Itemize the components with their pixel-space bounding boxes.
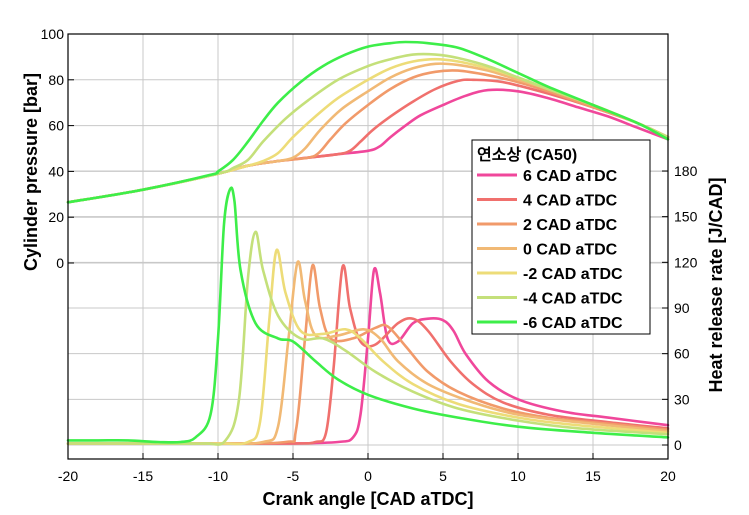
x-tick-label: -15 (133, 468, 153, 484)
heat-release-line (66, 186, 670, 444)
heat-release-line (66, 263, 670, 445)
grid-lines (68, 34, 668, 459)
left-tick-label: 20 (48, 209, 64, 225)
legend-label: 0 CAD aTDC (523, 242, 618, 259)
x-tick-label: 10 (510, 468, 526, 484)
series-5 (66, 52, 670, 446)
x-tick-label: -20 (58, 468, 78, 484)
heat-release-line (66, 263, 670, 445)
left-tick-label: 80 (48, 72, 64, 88)
right-tick-label: 180 (674, 163, 698, 179)
x-tick-label: 5 (439, 468, 447, 484)
pressure-line (66, 40, 670, 204)
right-tick-label: 60 (674, 346, 690, 362)
x-tick-label: -5 (287, 468, 300, 484)
x-tick-label: -10 (208, 468, 228, 484)
legend-title: 연소상 (CA50) (477, 146, 577, 164)
right-tick-label: 150 (674, 209, 698, 225)
series-layer (66, 40, 670, 446)
pressure-line (66, 52, 670, 204)
right-tick-label: 90 (674, 300, 690, 316)
legend-label: 4 CAD aTDC (523, 193, 618, 210)
right-tick-label: 30 (674, 391, 690, 407)
series-6 (66, 40, 670, 444)
legend-label: 6 CAD aTDC (523, 168, 618, 185)
legend: 연소상 (CA50) 6 CAD aTDC 4 CAD aTDC 2 CAD aTD… (471, 139, 651, 335)
x-axis-title: Crank angle [CAD aTDC] (262, 489, 473, 509)
left-tick-label: 40 (48, 163, 64, 179)
x-tick-label: 15 (585, 468, 601, 484)
axis-ticks: -20 -15 -10 -5 0 5 10 15 20 0 20 40 60 80 100 0 30 60 90 12… (41, 26, 698, 484)
left-y-axis-title: Cylinder pressure [bar] (21, 73, 41, 271)
legend-label: -2 CAD aTDC (523, 266, 623, 283)
x-tick-label: 20 (660, 468, 676, 484)
legend-label: 2 CAD aTDC (523, 217, 618, 234)
left-tick-label: 100 (41, 26, 65, 42)
right-tick-label: 120 (674, 254, 698, 270)
legend-box (471, 139, 651, 335)
legend-label: -4 CAD aTDC (523, 291, 623, 308)
right-y-axis-title: Heat release rate [J/CAD] (706, 177, 726, 392)
left-tick-label: 0 (56, 255, 64, 271)
legend-label: -6 CAD aTDC (523, 315, 623, 332)
heat-release-line (66, 230, 670, 446)
x-tick-label: 0 (364, 468, 372, 484)
left-tick-label: 60 (48, 118, 64, 134)
legend-entries: 6 CAD aTDC 4 CAD aTDC 2 CAD aTDC 0 CAD aTDC… (477, 168, 623, 332)
right-tick-label: 0 (674, 437, 682, 453)
heat-release-line (66, 248, 670, 446)
